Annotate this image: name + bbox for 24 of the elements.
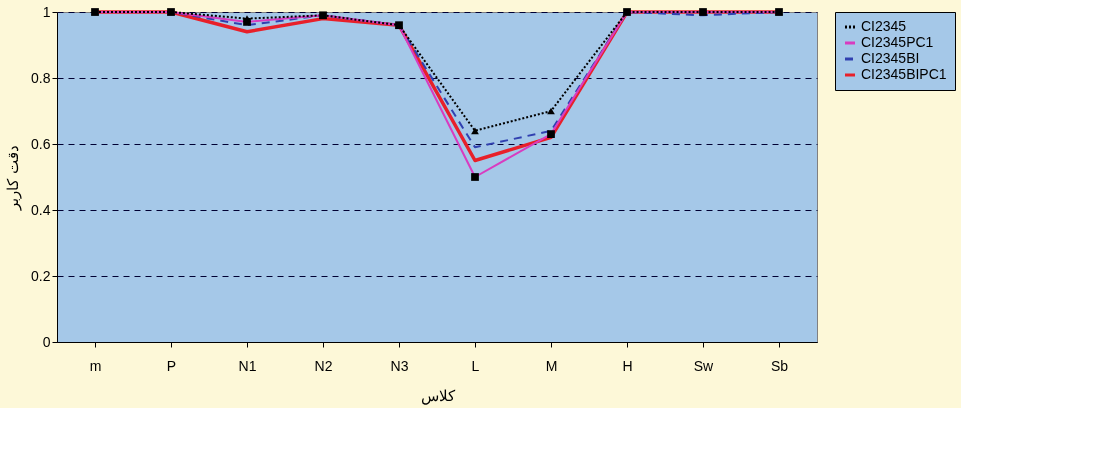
x-tick-label: m xyxy=(89,357,102,374)
x-tick-label: M xyxy=(545,357,558,374)
y-tick-label: 0.2 xyxy=(31,267,51,284)
x-tick-label: H xyxy=(622,357,633,374)
x-tick-label: Sw xyxy=(693,357,715,374)
legend-label: CI2345BIPC1 xyxy=(861,66,947,82)
x-tick-label: N3 xyxy=(390,357,409,374)
x-tick-label: N1 xyxy=(238,357,257,374)
legend-label: CI2345PC1 xyxy=(861,34,934,50)
legend-label: CI2345 xyxy=(861,18,907,34)
point xyxy=(91,8,99,16)
y-tick-label: 0 xyxy=(42,333,51,350)
x-tick-label: Sb xyxy=(770,357,789,374)
y-tick-label: 0.4 xyxy=(31,201,51,218)
x-tick-label: N2 xyxy=(314,357,333,374)
y-axis-title: دقت کاربر xyxy=(4,145,23,211)
legend-label: CI2345BI xyxy=(861,50,920,66)
x-axis-title: کلاس xyxy=(420,386,456,405)
point xyxy=(471,127,479,135)
x-tick-label: L xyxy=(471,357,480,374)
y-tick-label: 0.6 xyxy=(31,135,51,152)
x-tick-label: P xyxy=(166,357,177,374)
y-tick-label: 1 xyxy=(42,3,51,20)
y-tick-label: 0.8 xyxy=(31,69,51,86)
